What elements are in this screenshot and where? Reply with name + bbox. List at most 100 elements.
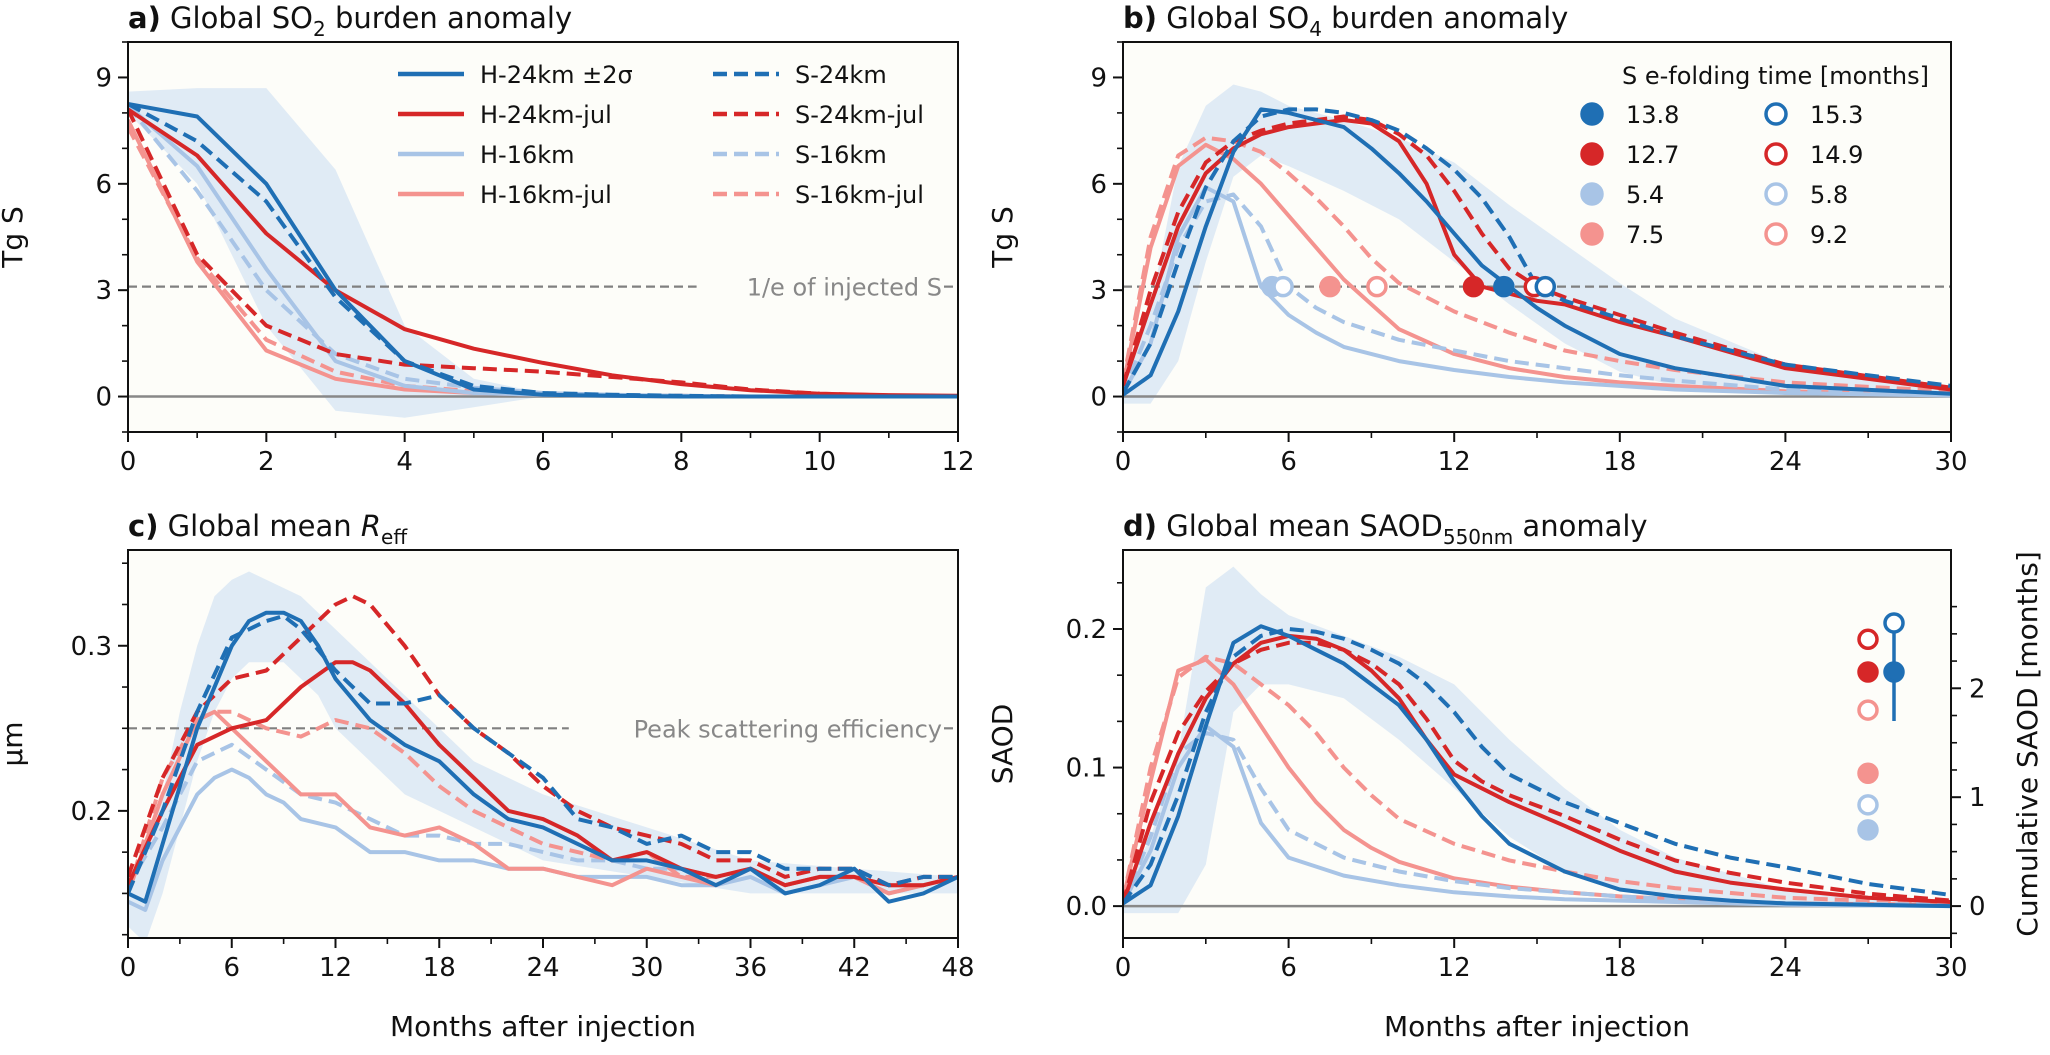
x-tick-label: 12 [319, 953, 352, 983]
y-axis-label: μm [0, 721, 29, 766]
uncertainty-band [128, 88, 958, 418]
x-tick-label: 2 [258, 447, 275, 477]
y-axis-label: Tg S [0, 206, 29, 269]
cumulative-marker [1883, 612, 1905, 634]
series-line-s-24km [1123, 107, 1951, 394]
x-tick-label: 12 [941, 447, 974, 477]
y-axis-label: SAOD [986, 704, 1019, 785]
cumulative-marker [1857, 628, 1879, 651]
title-rest: anomaly [1513, 509, 1647, 543]
uncertainty-band [1123, 84, 1951, 404]
panel-c: Peak scattering efficiency 0 6 12 18 24 30 36 42… [0, 509, 975, 1043]
x-tick-label: 12 [1438, 447, 1471, 477]
title-subscript: eff [381, 525, 408, 549]
x-tick-label: 24 [1769, 447, 1802, 477]
series-line-h-16km-jul [1123, 142, 1951, 397]
legend-label: H-24km ±2σ [480, 61, 633, 89]
x-tick-label: 18 [423, 953, 456, 983]
efold-legend-value: 5.4 [1626, 181, 1664, 209]
panel-letter: d) [1123, 509, 1157, 543]
cumulative-marker [1857, 699, 1879, 721]
x-tick-label: 30 [630, 953, 663, 983]
title-text: Global SO [1166, 1, 1309, 35]
series-line-s-16km [1123, 730, 1951, 907]
legend-label: H-16km-jul [480, 181, 612, 209]
x-tick-label: 18 [1603, 953, 1636, 983]
title-rest: burden anomaly [326, 1, 572, 35]
x-tick-label: 6 [1280, 953, 1297, 983]
series-line-h-16km [1123, 724, 1951, 909]
efold-legend-value: 12.7 [1626, 141, 1679, 169]
series-line-h-24km-jul [1123, 118, 1951, 392]
y-tick-label: 9 [95, 63, 112, 93]
series-line-h-24km-2- [1123, 107, 1951, 397]
series-line-h-24km-2- [128, 610, 958, 904]
y-tick-label: 0 [95, 383, 112, 413]
panel-b: 0 6 12 18 24 30 0 3 6 9 Tg S b) Global SO4 burden a… [986, 1, 1968, 477]
series-line-s-24km-jul [1123, 640, 1951, 904]
y-tick-label: 6 [1090, 170, 1107, 200]
x-tick-label: 6 [535, 447, 552, 477]
series-line-h-24km-jul [128, 660, 958, 888]
series-line-s-16km-jul [1123, 135, 1951, 394]
y2-axis-label: Cumulative SAOD [months] [2011, 551, 2044, 936]
series-line-s-16km-jul [128, 126, 958, 399]
panel-letter: b) [1123, 1, 1157, 35]
y-tick-label: 9 [1090, 63, 1107, 93]
x-tick-label: 30 [1934, 953, 1967, 983]
series-line-h-24km-2- [1123, 624, 1951, 909]
efold-legend-marker [1764, 182, 1788, 206]
efold-legend-marker [1580, 102, 1604, 126]
efold-marker [1272, 275, 1294, 298]
y-tick-label: 6 [95, 170, 112, 200]
title-text: Global mean SAOD [1166, 509, 1443, 543]
x-tick-label: 0 [1115, 447, 1132, 477]
plot-area [128, 88, 958, 418]
series-line-h-24km-2- [128, 102, 958, 399]
plot-area [1123, 566, 1951, 914]
y-tick-label: 0 [1090, 383, 1107, 413]
x-tick-label: 30 [1934, 447, 1967, 477]
x-tick-label: 36 [734, 953, 767, 983]
efold-legend-marker [1580, 182, 1604, 206]
legend-label: S-16km [795, 141, 887, 169]
efold-legend-title: S e-folding time [months] [1622, 62, 1929, 90]
series-line-s-16km-jul [1123, 654, 1951, 906]
x-tick-label: 0 [120, 447, 137, 477]
efold-legend-value: 14.9 [1810, 141, 1863, 169]
y2-tick-label: 1 [1969, 783, 1986, 813]
efold-legend-marker [1580, 142, 1604, 166]
efold-marker [1534, 275, 1557, 298]
series-line-s-24km-jul [128, 108, 958, 399]
efold-marker [1462, 275, 1485, 298]
efold-marker [1493, 275, 1515, 298]
y-tick-label: 3 [95, 276, 112, 306]
reference-line-label: Peak scattering efficiency [634, 715, 942, 743]
efold-legend-value: 9.2 [1810, 221, 1848, 249]
efold-legend-value: 13.8 [1626, 101, 1679, 129]
series-line-s-24km-jul [1123, 114, 1951, 390]
legend-label: S-24km [795, 61, 887, 89]
cumulative-marker [1857, 794, 1879, 816]
panel-title: d) Global mean SAOD550nm anomaly [1123, 509, 1648, 549]
efold-marker [1319, 275, 1341, 298]
title-italic: R [361, 509, 381, 543]
efold-legend-value: 15.3 [1810, 101, 1863, 129]
y-tick-label: 3 [1090, 276, 1107, 306]
y-tick-label: 0.0 [1066, 892, 1107, 922]
panel-title: c) Global mean Reff [128, 509, 408, 549]
x-tick-label: 0 [1115, 953, 1132, 983]
panel-letter: a) [128, 1, 161, 35]
uncertainty-band [1123, 566, 1951, 914]
legend-label: S-24km-jul [795, 101, 924, 129]
title-subscript: 4 [1309, 17, 1322, 41]
title-text: Global SO [170, 1, 313, 35]
cumulative-marker [1857, 819, 1879, 841]
efold-legend-value: 7.5 [1626, 221, 1664, 249]
efold-marker [1366, 275, 1388, 298]
x-tick-label: 42 [838, 953, 871, 983]
efold-legend-marker [1764, 102, 1788, 126]
panel-title: a) Global SO2 burden anomaly [128, 1, 572, 41]
efold-legend-marker [1764, 142, 1788, 166]
